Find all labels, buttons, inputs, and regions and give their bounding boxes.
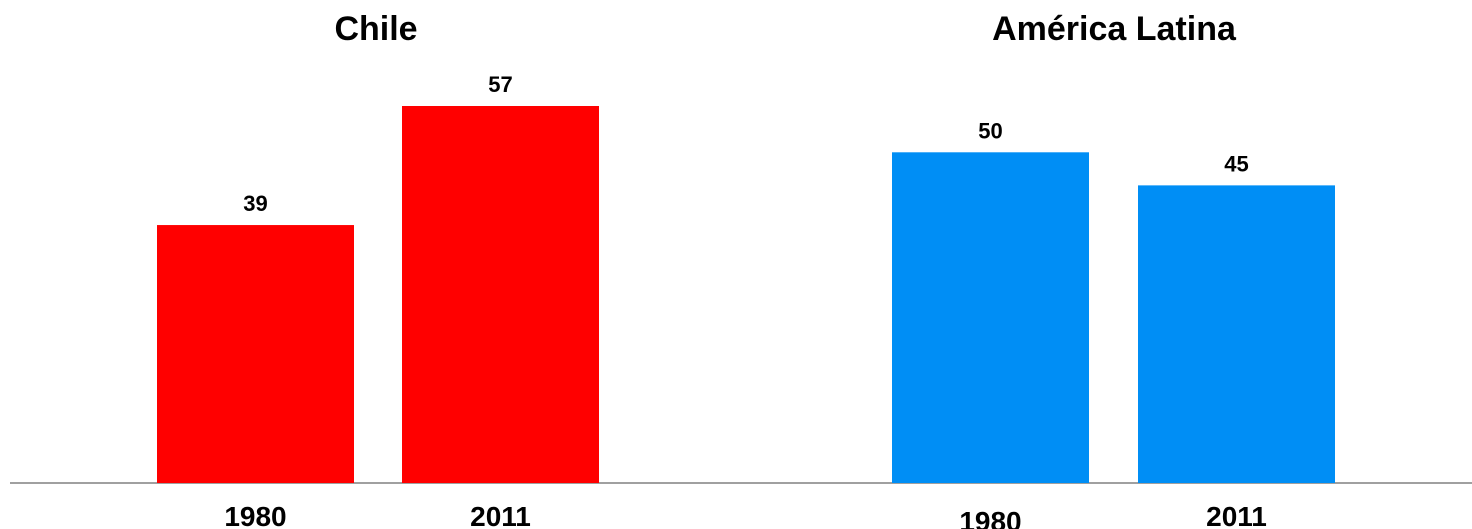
- chart-title-chile: Chile: [334, 10, 417, 48]
- panel-chile: Chile 39 1980 57 2011: [157, 10, 599, 529]
- panel-america-latina: América Latina 50 1980 45 2011: [892, 10, 1335, 529]
- value-label-chile-1980: 39: [243, 191, 267, 216]
- bar-america-latina-2011: [1138, 185, 1335, 484]
- x-tick-label-chile-1980: 1980: [224, 501, 286, 529]
- value-label-chile-2011: 57: [488, 72, 512, 97]
- value-label-america-latina-2011: 45: [1224, 151, 1248, 176]
- x-tick-label-america-latina-2011: 2011: [1206, 501, 1267, 529]
- x-tick-label-america-latina-1980: 1980: [959, 506, 1021, 529]
- value-label-america-latina-1980: 50: [978, 118, 1002, 143]
- chart-title-america-latina: América Latina: [992, 10, 1237, 48]
- bar-chile-2011: [402, 106, 599, 483]
- x-tick-label-chile-2011: 2011: [470, 501, 531, 529]
- bar-america-latina-1980: [892, 152, 1089, 483]
- bar-chile-1980: [157, 225, 354, 484]
